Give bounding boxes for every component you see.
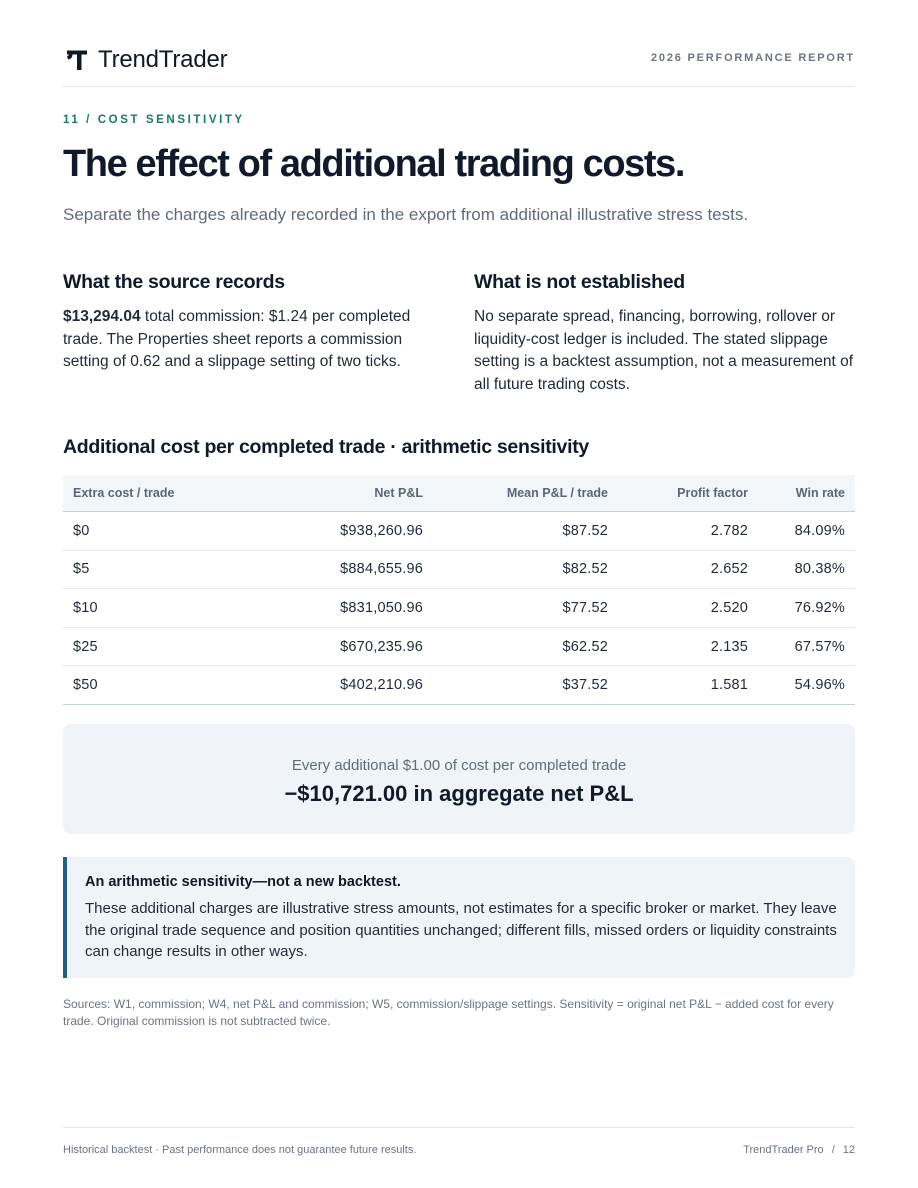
source-records-column: What the source records $13,294.04 total… [63,270,448,374]
table-title: Additional cost per completed trade · ar… [63,436,589,458]
trendtrader-logo-icon [67,50,87,70]
win-rate-cell: 67.57% [758,627,855,667]
table-row: $10 $831,050.96 $77.52 2.520 76.92% [63,588,855,628]
table-row: $5 $884,655.96 $82.52 2.652 80.38% [63,550,855,590]
win-rate-cell: 76.92% [758,588,855,628]
not-established-column: What is not established No separate spre… [474,270,859,396]
extra-cost-cell: $0 [63,511,243,551]
mean-pl-cell: $62.52 [433,627,618,667]
profit-factor-cell: 2.520 [618,588,758,628]
net-pl-cell: $938,260.96 [243,511,433,551]
report-label: 2026 PERFORMANCE REPORT [651,52,855,64]
sensitivity-table: Extra cost / trade Net P&L Mean P&L / tr… [63,475,855,705]
callout-body: These additional charges are illustrativ… [85,900,837,960]
mean-pl-cell: $77.52 [433,588,618,628]
profit-factor-cell: 2.652 [618,550,758,590]
page-footer: Historical backtest · Past performance d… [63,1127,855,1156]
header-net-pl: Net P&L [243,475,433,512]
table-row: $50 $402,210.96 $37.52 1.581 54.96% [63,665,855,705]
net-pl-cell: $670,235.96 [243,627,433,667]
profit-factor-cell: 2.135 [618,627,758,667]
commission-amount: $13,294.04 [63,308,141,325]
profit-factor-cell: 1.581 [618,665,758,705]
page-number: 12 [842,1144,855,1156]
header-profit-factor: Profit factor [618,475,758,512]
report-page: TrendTrader 2026 PERFORMANCE REPORT 11 /… [63,0,855,1188]
table-row: $0 $938,260.96 $87.52 2.782 84.09% [63,511,855,551]
profit-factor-cell: 2.782 [618,511,758,551]
cost-highlight-box: Every additional $1.00 of cost per compl… [63,724,855,834]
header-extra-cost: Extra cost / trade [63,475,243,512]
not-established-text: No separate spread, financing, borrowing… [474,308,854,393]
net-pl-cell: $402,210.96 [243,665,433,705]
mean-pl-cell: $87.52 [433,511,618,551]
page-subtitle: Separate the charges already recorded in… [63,205,749,224]
extra-cost-cell: $5 [63,550,243,590]
win-rate-cell: 80.38% [758,550,855,590]
brand-logo: TrendTrader [65,46,228,74]
table-row: $25 $670,235.96 $62.52 2.135 67.57% [63,627,855,667]
source-records-heading: What the source records [63,271,285,293]
section-kicker: 11 / COST SENSITIVITY [63,114,245,126]
header-win-rate: Win rate [758,475,855,512]
extra-cost-cell: $50 [63,665,243,705]
win-rate-cell: 54.96% [758,665,855,705]
win-rate-cell: 84.09% [758,511,855,551]
extra-cost-cell: $25 [63,627,243,667]
footer-disclaimer: Historical backtest · Past performance d… [63,1144,417,1156]
brand-name: TrendTrader [98,46,228,73]
net-pl-cell: $831,050.96 [243,588,433,628]
sources-note: Sources: W1, commission; W4, net P&L and… [63,997,834,1028]
extra-cost-cell: $10 [63,588,243,628]
mean-pl-cell: $82.52 [433,550,618,590]
source-records-detail: total commission: $1.24 per completed tr… [63,308,411,370]
sensitivity-callout: An arithmetic sensitivity—not a new back… [63,857,855,978]
header-mean-pl: Mean P&L / trade [433,475,618,512]
mean-pl-cell: $37.52 [433,665,618,705]
footer-product: TrendTrader Pro [743,1144,824,1156]
footer-separator: / [831,1144,835,1156]
footer-page-info: TrendTrader Pro / 12 [743,1144,855,1156]
not-established-heading: What is not established [474,271,685,293]
highlight-label: Every additional $1.00 of cost per compl… [291,757,627,774]
highlight-value: −$10,721.00 in aggregate net P&L [284,781,634,806]
source-records-text: $13,294.04 total commission: $1.24 per c… [63,306,448,374]
callout-title: An arithmetic sensitivity—not a new back… [85,874,401,890]
page-header: TrendTrader 2026 PERFORMANCE REPORT [63,46,855,87]
table-header-row: Extra cost / trade Net P&L Mean P&L / tr… [63,475,855,512]
net-pl-cell: $884,655.96 [243,550,433,590]
page-title: The effect of additional trading costs. [63,143,685,185]
